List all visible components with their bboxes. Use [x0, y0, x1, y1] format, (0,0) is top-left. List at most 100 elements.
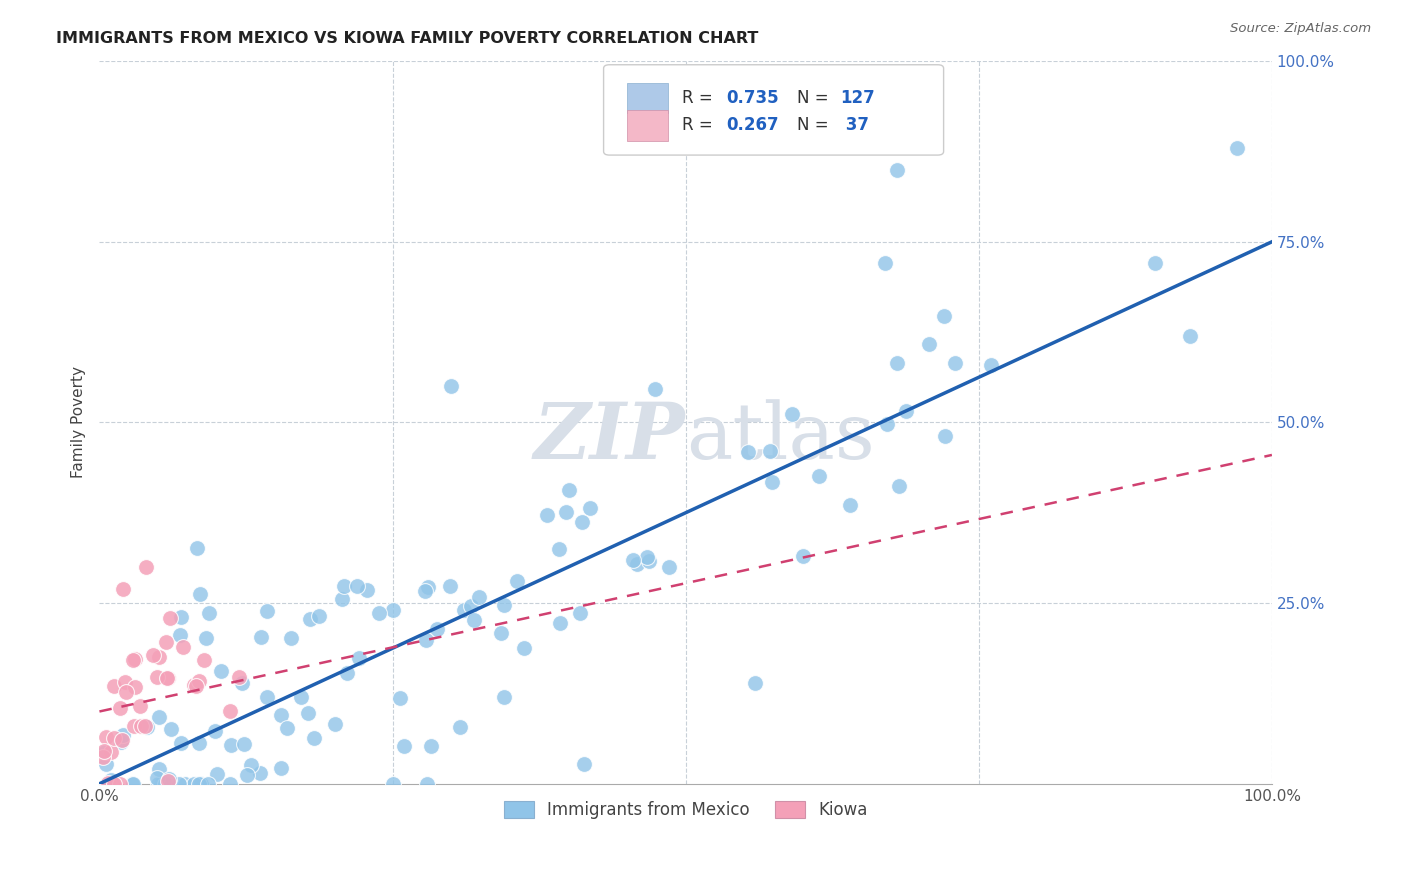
Point	[492, 598, 515, 612]
Y-axis label: Family Poverty: Family Poverty	[72, 367, 86, 478]
Point	[122, 653, 145, 667]
Point	[389, 690, 412, 705]
Point	[569, 607, 592, 621]
Point	[167, 777, 190, 791]
Point	[330, 591, 353, 606]
Point	[111, 728, 134, 742]
Point	[160, 723, 183, 737]
Point	[256, 690, 278, 705]
Point	[100, 745, 122, 759]
Point	[197, 777, 219, 791]
Point	[169, 736, 191, 750]
Point	[440, 379, 463, 393]
Point	[173, 777, 195, 791]
Point	[96, 776, 118, 790]
Point	[188, 587, 211, 601]
Point	[236, 768, 259, 782]
Point	[449, 720, 471, 734]
Point	[547, 541, 569, 556]
Point	[122, 719, 145, 733]
Point	[146, 670, 169, 684]
Text: N =: N =	[797, 117, 834, 135]
Point	[134, 719, 156, 733]
Point	[256, 604, 278, 618]
Point	[183, 678, 205, 692]
Point	[887, 478, 910, 492]
Point	[122, 777, 145, 791]
Point	[157, 773, 180, 788]
Point	[103, 679, 125, 693]
Point	[792, 69, 814, 83]
Point	[190, 777, 212, 791]
Point	[91, 749, 114, 764]
Point	[135, 560, 157, 574]
Point	[415, 633, 437, 648]
Point	[759, 444, 782, 458]
Point	[489, 626, 512, 640]
Point	[578, 500, 600, 515]
Point	[197, 607, 219, 621]
Point	[141, 648, 163, 663]
Point	[111, 733, 134, 747]
Point	[626, 557, 648, 571]
Point	[571, 515, 593, 529]
Point	[658, 559, 681, 574]
Point	[96, 777, 118, 791]
Point	[114, 675, 136, 690]
Point	[96, 777, 118, 791]
Text: N =: N =	[797, 89, 834, 107]
Point	[932, 309, 955, 323]
Point	[308, 609, 330, 624]
Point	[110, 701, 132, 715]
Point	[347, 651, 370, 665]
Point	[209, 664, 232, 678]
Point	[186, 679, 208, 693]
Point	[382, 777, 405, 791]
Point	[146, 771, 169, 785]
Point	[100, 772, 122, 787]
Point	[96, 777, 118, 791]
Point	[792, 549, 814, 564]
Point	[148, 710, 170, 724]
Point	[302, 731, 325, 745]
Text: Source: ZipAtlas.com: Source: ZipAtlas.com	[1230, 22, 1371, 36]
Point	[737, 445, 759, 459]
Point	[426, 622, 449, 636]
Point	[621, 552, 644, 566]
Point	[572, 756, 595, 771]
Point	[506, 574, 529, 588]
Point	[129, 698, 152, 713]
Point	[780, 407, 803, 421]
Point	[103, 777, 125, 791]
Point	[155, 635, 177, 649]
FancyBboxPatch shape	[627, 111, 668, 141]
Point	[1143, 256, 1166, 270]
Point	[232, 737, 254, 751]
Point	[346, 579, 368, 593]
Text: ZIP: ZIP	[534, 399, 686, 475]
Point	[1178, 328, 1201, 343]
Point	[103, 731, 125, 746]
Point	[460, 599, 482, 614]
Point	[159, 610, 181, 624]
Point	[297, 706, 319, 720]
Point	[270, 707, 292, 722]
Point	[170, 610, 193, 624]
Point	[333, 579, 356, 593]
Text: IMMIGRANTS FROM MEXICO VS KIOWA FAMILY POVERTY CORRELATION CHART: IMMIGRANTS FROM MEXICO VS KIOWA FAMILY P…	[56, 31, 759, 46]
Point	[187, 674, 209, 689]
Point	[188, 777, 211, 791]
Point	[492, 690, 515, 704]
Text: atlas: atlas	[686, 399, 875, 475]
Point	[917, 336, 939, 351]
Point	[169, 628, 191, 642]
Point	[149, 777, 172, 791]
Point	[111, 582, 134, 596]
Point	[96, 757, 118, 772]
Point	[636, 549, 658, 564]
FancyBboxPatch shape	[627, 83, 668, 113]
Point	[550, 615, 572, 630]
Point	[231, 675, 253, 690]
Legend: Immigrants from Mexico, Kiowa: Immigrants from Mexico, Kiowa	[498, 795, 875, 826]
Point	[934, 429, 956, 443]
